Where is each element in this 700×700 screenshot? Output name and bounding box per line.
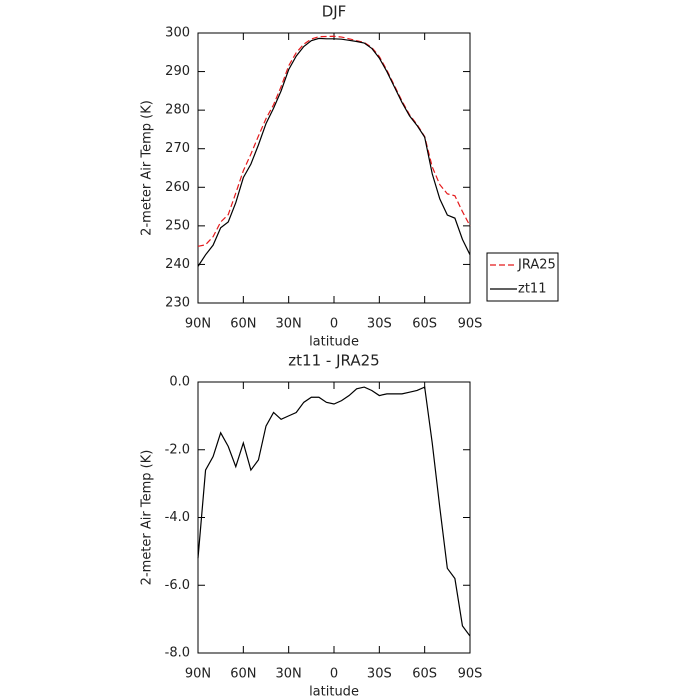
y-tick-label: -6.0: [165, 578, 190, 593]
x-tick-label: 30N: [276, 667, 302, 682]
x-tick-label: 60S: [412, 667, 437, 682]
y-tick-label: 290: [165, 64, 190, 79]
chart-title: DJF: [322, 3, 347, 21]
y-tick-label: 270: [165, 141, 190, 156]
y-tick-label: -2.0: [165, 442, 190, 457]
legend-box: [486, 252, 559, 302]
y-tick-label: -8.0: [165, 646, 190, 661]
x-tick-label: 90S: [458, 317, 483, 332]
y-tick-label: 240: [165, 257, 190, 272]
x-tick-label: 0: [330, 667, 338, 682]
y-tick-label: 280: [165, 103, 190, 118]
legend-label: zt11: [518, 282, 546, 297]
x-tick-label: 30S: [367, 317, 392, 332]
chart-title: zt11 - JRA25: [288, 352, 379, 370]
legend-label: JRA25: [517, 258, 556, 273]
y-tick-label: -4.0: [165, 510, 190, 525]
x-tick-label: 30N: [276, 317, 302, 332]
x-tick-label: 90S: [458, 667, 483, 682]
y-axis-label: 2-meter Air Temp (K): [140, 100, 155, 236]
y-tick-label: 0.0: [169, 375, 190, 390]
y-tick-label: 230: [165, 296, 190, 311]
x-tick-label: 90N: [185, 667, 211, 682]
x-tick-label: 0: [330, 317, 338, 332]
y-tick-label: 300: [165, 26, 190, 41]
x-tick-label: 60N: [230, 317, 256, 332]
y-tick-label: 250: [165, 218, 190, 233]
x-tick-label: 30S: [367, 667, 392, 682]
x-tick-label: 60N: [230, 667, 256, 682]
data-line: [197, 386, 471, 637]
data-line: [197, 37, 471, 267]
data-line: [197, 35, 471, 247]
y-axis-label: 2-meter Air Temp (K): [140, 450, 155, 586]
x-tick-label: 60S: [412, 317, 437, 332]
x-tick-label: 90N: [185, 317, 211, 332]
x-axis-label: latitude: [309, 335, 359, 350]
y-tick-label: 260: [165, 180, 190, 195]
plot-frame: [197, 32, 471, 304]
x-axis-label: latitude: [309, 685, 359, 700]
